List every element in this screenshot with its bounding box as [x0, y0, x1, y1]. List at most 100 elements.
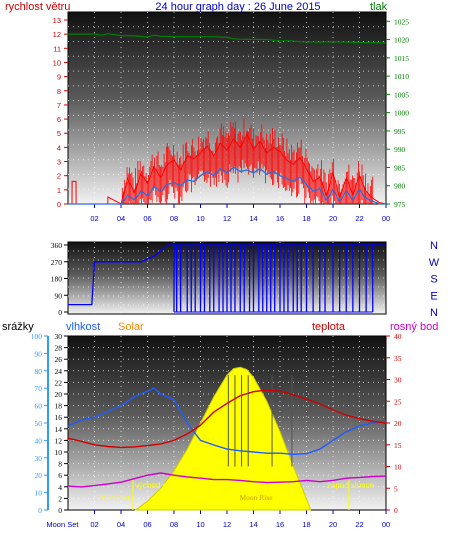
rain-tick-label: 40	[35, 436, 43, 445]
chart-title: 24 hour graph day : 26 June 2015	[155, 1, 320, 13]
pressure-right-tick-label: 1005	[394, 90, 409, 99]
pressure-right-tick-label: 1000	[394, 109, 409, 118]
solar-area	[134, 366, 312, 511]
rain-tick-label: 70	[35, 384, 43, 393]
rain-tick-label: 60	[35, 402, 43, 411]
weather-x-tick-label: 20	[329, 520, 337, 529]
dewpoint-line	[67, 472, 387, 488]
pressure-right-tick-label: 1015	[394, 54, 409, 63]
moonset-label: Moon Set	[100, 493, 130, 502]
wind-left-tick-label: 5	[57, 129, 61, 138]
direction-left-tick-label: 270	[51, 258, 63, 267]
weather-x-tick-label: 12	[223, 520, 231, 529]
moon-axis-label: Moon Set	[46, 520, 79, 529]
humidity-tick-label: 26	[55, 355, 63, 364]
wind-left-tick-label: 9	[57, 73, 61, 82]
weather-x-tick-label: 08	[170, 520, 178, 529]
humidity-tick-label: 8	[58, 460, 62, 469]
sunrise-label: východ slunce	[135, 481, 186, 490]
temperature-tick-label: 10	[394, 463, 402, 472]
temperature-line	[67, 389, 387, 449]
wind-x-tick-label: 00	[382, 214, 390, 223]
moonrise-label: Moon Rise	[239, 493, 273, 502]
humidity-line	[67, 387, 387, 456]
rain-tick-label: 10	[35, 489, 43, 498]
humidity-tick-label: 12	[55, 436, 63, 445]
wind-x-tick-label: 18	[302, 214, 310, 223]
weather-x-tick-label: 00	[382, 520, 390, 529]
wind-left-tick-label: 10	[53, 58, 61, 67]
pressure-right-tick-label: 985	[394, 163, 406, 172]
wind-x-tick-label: 16	[276, 214, 284, 223]
wind-speed-line	[68, 133, 387, 205]
wind-x-tick-label: 06	[143, 214, 151, 223]
wind-left-tick-label: 0	[57, 200, 61, 209]
weather-x-tick-label: 18	[302, 520, 310, 529]
pressure-right-tick-label: 980	[394, 182, 406, 191]
weather-x-tick-label: 16	[276, 520, 284, 529]
weather-x-tick-label: 10	[196, 520, 204, 529]
humidity-tick-label: 4	[58, 483, 62, 492]
temperature-tick-label: 35	[394, 354, 402, 363]
temperature-tick-label: 15	[394, 441, 402, 450]
humidity-axis-label: vlhkost	[66, 321, 100, 333]
wind-x-tick-label: 12	[223, 214, 231, 223]
humidity-tick-label: 2	[58, 494, 62, 503]
temperature-tick-label: 25	[394, 397, 402, 406]
direction-left-tick-label: 180	[51, 275, 63, 284]
weather-x-tick-label: 06	[143, 520, 151, 529]
direction-left-tick-label: 0	[58, 308, 62, 317]
direction-compass-label: S	[430, 274, 437, 286]
temperature-tick-label: 30	[394, 376, 402, 385]
wind-x-tick-label: 04	[117, 214, 125, 223]
humidity-tick-label: 30	[55, 332, 63, 341]
humidity-tick-label: 28	[55, 344, 63, 353]
humidity-tick-label: 20	[55, 390, 63, 399]
wind-left-tick-label: 2	[57, 172, 61, 181]
rain-tick-label: 90	[35, 349, 43, 358]
wind-x-tick-label: 22	[355, 214, 363, 223]
rain-tick-label: 80	[35, 367, 43, 376]
solar-axis-label: Solar	[118, 321, 144, 333]
direction-left-tick-label: 90	[55, 291, 63, 300]
direction-compass-label: E	[430, 290, 437, 302]
pressure-right-tick-label: 990	[394, 145, 406, 154]
humidity-tick-label: 16	[55, 413, 63, 422]
weather-x-tick-label: 04	[117, 520, 125, 529]
wind-left-tick-label: 13	[53, 16, 61, 25]
wind-x-tick-label: 10	[196, 214, 204, 223]
humidity-tick-label: 22	[55, 378, 63, 387]
wind-left-tick-label: 1	[57, 186, 61, 195]
rain-tick-label: 50	[35, 419, 43, 428]
pressure-line	[68, 33, 387, 44]
temperature-axis-label: teplota	[312, 321, 346, 333]
humidity-tick-label: 24	[55, 367, 63, 376]
wind-left-tick-label: 4	[57, 143, 61, 152]
sunset-label: západ slunce	[327, 481, 375, 490]
temperature-tick-label: 0	[394, 506, 398, 515]
wind-x-tick-label: 02	[90, 214, 98, 223]
wind-axis-label: rychlost větru	[5, 1, 70, 13]
wind-left-tick-label: 12	[53, 30, 61, 39]
pressure-right-tick-label: 975	[394, 200, 406, 209]
direction-line	[68, 244, 386, 306]
pressure-right-tick-label: 1020	[394, 36, 409, 45]
direction-left-tick-label: 360	[51, 241, 63, 250]
humidity-tick-label: 18	[55, 402, 63, 411]
pressure-axis-label: tlak	[370, 1, 388, 13]
wind-gust-line	[68, 166, 386, 205]
humidity-tick-label: 14	[55, 425, 63, 434]
rain-tick-label: 0	[38, 506, 42, 515]
direction-compass-label: N	[430, 307, 438, 319]
humidity-tick-label: 0	[58, 506, 62, 515]
direction-compass-label: W	[429, 257, 440, 269]
rain-tick-label: 100	[31, 332, 43, 341]
humidity-tick-label: 6	[58, 471, 62, 480]
wind-left-tick-label: 11	[53, 44, 61, 53]
weather-x-tick-label: 22	[355, 520, 363, 529]
rain-tick-label: 30	[35, 454, 43, 463]
pressure-right-tick-label: 995	[394, 127, 406, 136]
rain-axis-label: srážky	[2, 321, 34, 333]
wind-x-tick-label: 08	[170, 214, 178, 223]
